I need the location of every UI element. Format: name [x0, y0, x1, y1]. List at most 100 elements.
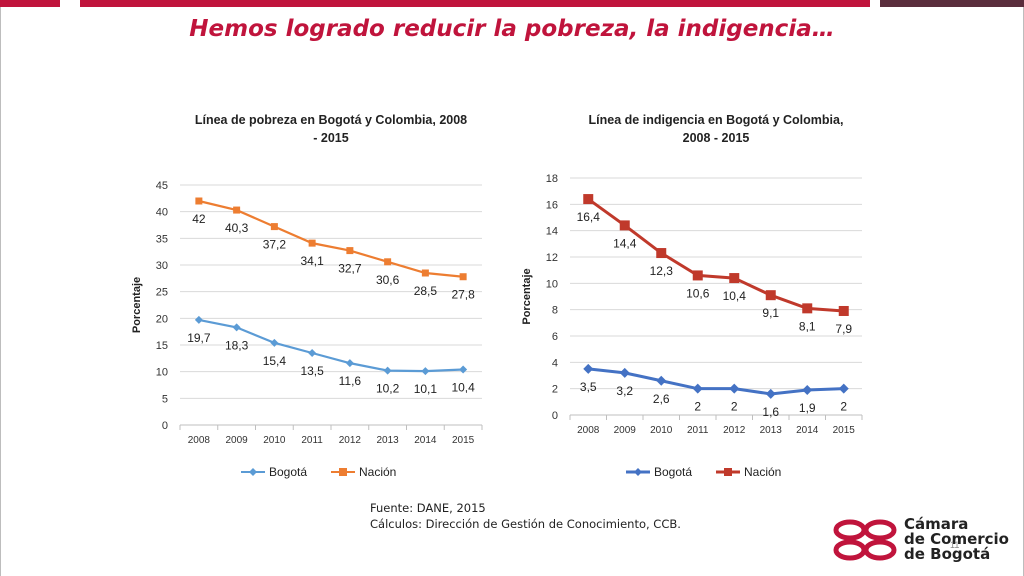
top-bar-gap-2 — [870, 0, 880, 7]
chart-title-line: Línea de pobreza en Bogotá y Colombia, 2… — [195, 113, 467, 127]
y-tick-label: 4 — [552, 357, 558, 369]
data-label: 27,8 — [451, 288, 475, 302]
slide-title: Hemos logrado reducir la pobreza, la ind… — [189, 16, 835, 42]
ccb-logo-mark — [833, 519, 897, 561]
data-label: 10,2 — [376, 382, 400, 396]
y-tick-label: 6 — [552, 331, 558, 343]
series-line-1 — [587, 197, 844, 313]
data-label: 32,7 — [338, 262, 362, 276]
ccb-logo-wordmark: Cámara de Comercio de Bogotá — [904, 517, 1009, 562]
data-label: 15,4 — [263, 354, 287, 368]
slide-border-left — [0, 7, 1, 576]
legend-marker — [724, 468, 732, 476]
legend-label: Nación — [744, 465, 781, 479]
ccb-logo: Cámara de Comercio de Bogotá — [832, 516, 1012, 564]
legend-marker — [249, 468, 257, 476]
data-point — [765, 290, 776, 301]
page-number: 11 — [950, 540, 960, 550]
data-point — [838, 305, 849, 316]
y-tick-label: 10 — [546, 278, 558, 290]
chart-svg: Línea de indigencia en Bogotá y Colombia… — [521, 113, 863, 479]
x-tick-label: 2014 — [414, 435, 437, 446]
data-label: 1,6 — [762, 405, 779, 419]
logo-line-3: de Bogotá — [904, 545, 991, 563]
top-accent-bar — [0, 0, 1024, 7]
data-label: 2,6 — [653, 392, 670, 406]
x-tick-label: 2015 — [452, 435, 475, 446]
data-point — [232, 323, 241, 332]
data-label: 10,4 — [451, 381, 475, 395]
data-label: 10,6 — [686, 286, 710, 300]
data-label: 37,2 — [263, 238, 287, 252]
y-tick-label: 40 — [156, 207, 168, 219]
series-line-0 — [198, 318, 464, 373]
top-bar-segment-right — [880, 0, 1024, 7]
logo-line-1: Cámara — [904, 515, 969, 533]
top-bar-segment-main — [80, 0, 870, 7]
y-tick-label: 2 — [552, 384, 558, 396]
top-bar-gap — [60, 0, 80, 7]
y-tick-label: 16 — [546, 199, 558, 211]
data-label: 2 — [694, 400, 701, 414]
indigence-line-chart: Línea de indigencia en Bogotá y Colombia… — [510, 110, 880, 490]
data-point — [308, 349, 317, 357]
legend-marker — [634, 468, 642, 476]
poverty-line-chart: Línea de pobreza en Bogotá y Colombia, 2… — [120, 110, 500, 490]
data-label: 3,2 — [616, 384, 633, 398]
y-tick-label: 5 — [162, 393, 168, 405]
data-label: 10,4 — [723, 289, 747, 303]
data-point — [692, 270, 703, 281]
data-label: 10,1 — [414, 382, 438, 396]
x-tick-label: 2013 — [760, 425, 783, 436]
y-tick-label: 18 — [546, 173, 558, 185]
data-label: 42 — [192, 212, 206, 226]
data-point — [194, 315, 203, 324]
data-point — [838, 383, 849, 394]
data-label: 11,6 — [339, 374, 362, 388]
x-tick-label: 2012 — [339, 435, 362, 446]
data-point — [729, 383, 740, 394]
data-point — [802, 303, 813, 314]
series-line-0 — [588, 367, 844, 396]
x-tick-label: 2010 — [263, 435, 286, 446]
y-axis-title: Porcentaje — [521, 268, 533, 324]
data-point — [583, 363, 594, 374]
data-point — [619, 367, 630, 378]
footer-notes: Fuente: DANE, 2015 Cálculos: Dirección d… — [370, 500, 681, 532]
data-point — [765, 388, 776, 399]
x-tick-label: 2015 — [833, 425, 856, 436]
data-label: 34,1 — [300, 254, 324, 268]
data-point — [195, 197, 203, 205]
data-label: 1,9 — [799, 401, 816, 415]
legend-label: Bogotá — [269, 465, 307, 479]
chart-svg: Línea de pobreza en Bogotá y Colombia, 2… — [131, 113, 483, 479]
data-point — [383, 366, 392, 375]
x-tick-label: 2009 — [614, 425, 637, 436]
logo-line-2: de Comercio — [904, 530, 1009, 548]
data-point — [421, 269, 429, 277]
x-tick-label: 2008 — [188, 435, 211, 446]
y-tick-label: 35 — [156, 233, 168, 245]
data-label: 12,3 — [650, 264, 674, 278]
chart-title-line: Línea de indigencia en Bogotá y Colombia… — [589, 113, 844, 127]
data-point — [308, 239, 316, 247]
chart-title-line: 2008 - 2015 — [683, 131, 750, 145]
data-label: 16,4 — [577, 210, 601, 224]
y-tick-label: 8 — [552, 305, 558, 317]
data-point — [421, 367, 430, 376]
x-tick-label: 2010 — [650, 425, 673, 436]
y-tick-label: 14 — [546, 226, 558, 238]
data-label: 13,5 — [300, 364, 324, 378]
y-tick-label: 25 — [156, 287, 168, 299]
y-tick-label: 45 — [156, 180, 168, 192]
data-label: 28,5 — [414, 284, 438, 298]
legend-marker — [339, 468, 347, 476]
data-point — [656, 248, 667, 259]
chart-title-line: - 2015 — [313, 131, 348, 145]
y-tick-label: 10 — [156, 367, 168, 379]
data-point — [459, 365, 468, 374]
y-tick-label: 20 — [156, 313, 168, 325]
data-label: 19,7 — [187, 331, 211, 345]
data-point — [619, 220, 630, 231]
x-tick-label: 2012 — [723, 425, 746, 436]
